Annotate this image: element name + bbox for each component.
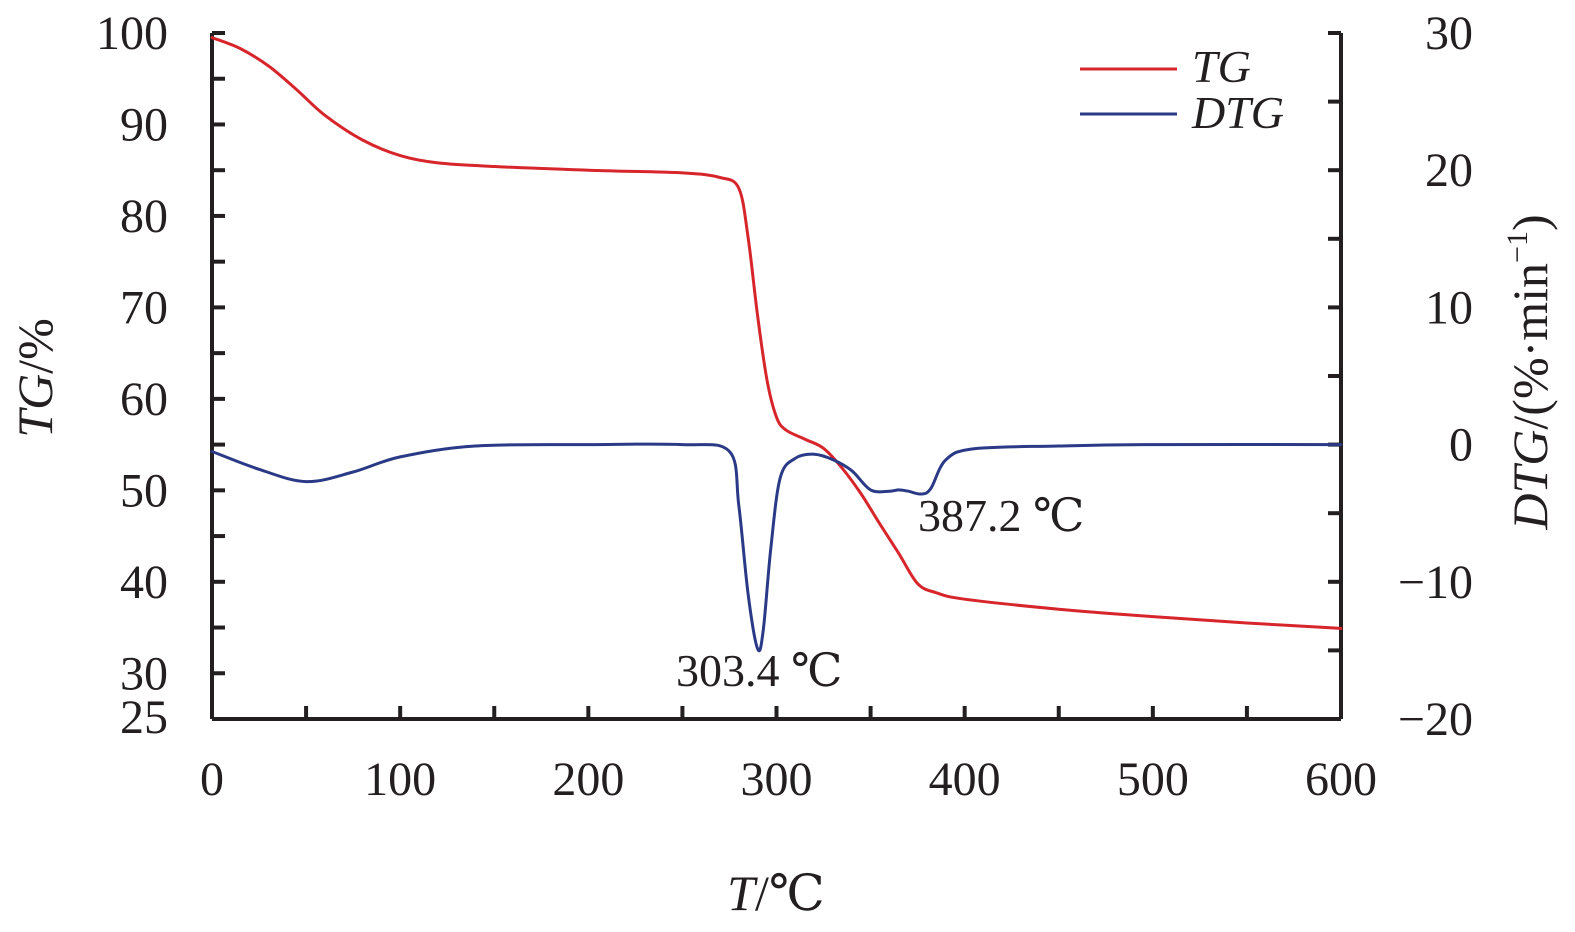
right-y-axis-title: DTG/(%·min−1) — [1501, 214, 1558, 530]
right-y-axis-title-unit: /(%·min — [1502, 263, 1558, 430]
annotation-peak-2: 387.2 ℃ — [918, 490, 1084, 541]
right-y-axis-title-sup: −1 — [1501, 231, 1534, 263]
right-y-tick-label: 30 — [1425, 7, 1473, 60]
left-y-tick-label: 25 — [120, 691, 168, 744]
annotation-peak-1: 303.4 ℃ — [676, 645, 842, 696]
series-line-dtg — [210, 442, 1343, 653]
axis-ticks — [210, 31, 1343, 721]
legend-label-dtg: DTG — [1191, 87, 1284, 138]
left-y-axis-title: TG/% — [7, 318, 63, 437]
left-y-tick-label: 80 — [120, 190, 168, 243]
right-y-tick-label: −20 — [1398, 693, 1473, 746]
x-tick-label: 300 — [741, 753, 813, 806]
right-y-tick-label: 20 — [1425, 144, 1473, 197]
left-y-axis-title-unit: /% — [7, 318, 63, 374]
right-y-axis-title-var: DTG — [1502, 430, 1558, 531]
x-axis-title: T/℃ — [727, 865, 825, 921]
right-y-axis-title-close: ) — [1502, 214, 1558, 231]
right-y-tick-label: 0 — [1449, 419, 1473, 472]
x-tick-label: 200 — [552, 753, 624, 806]
x-tick-label: 500 — [1117, 753, 1189, 806]
left-y-axis-title-var: TG — [7, 374, 63, 438]
x-axis-title-unit: /℃ — [755, 865, 825, 921]
left-y-tick-label: 30 — [120, 647, 168, 700]
x-axis-title-var: T — [727, 865, 758, 921]
series-layer — [210, 36, 1343, 653]
x-tick-label: 400 — [929, 753, 1001, 806]
axis-tick-labels: 0 100 200 300 400 500 6002530405060708090100−2… — [96, 7, 1473, 806]
left-y-tick-label: 60 — [120, 373, 168, 426]
legend: TG DTG — [1080, 41, 1284, 138]
x-tick-label: 100 — [364, 753, 436, 806]
left-y-tick-label: 100 — [96, 7, 168, 60]
left-y-tick-label: 90 — [120, 98, 168, 151]
left-y-tick-label: 50 — [120, 464, 168, 517]
right-y-tick-label: −10 — [1398, 556, 1473, 609]
left-y-tick-label: 70 — [120, 281, 168, 334]
legend-label-tg: TG — [1192, 41, 1251, 92]
right-y-tick-label: 10 — [1425, 281, 1473, 334]
left-y-tick-label: 40 — [120, 556, 168, 609]
series-line-tg — [210, 36, 1343, 630]
x-tick-label: 600 — [1305, 753, 1377, 806]
x-tick-label: 0 — [200, 753, 224, 806]
